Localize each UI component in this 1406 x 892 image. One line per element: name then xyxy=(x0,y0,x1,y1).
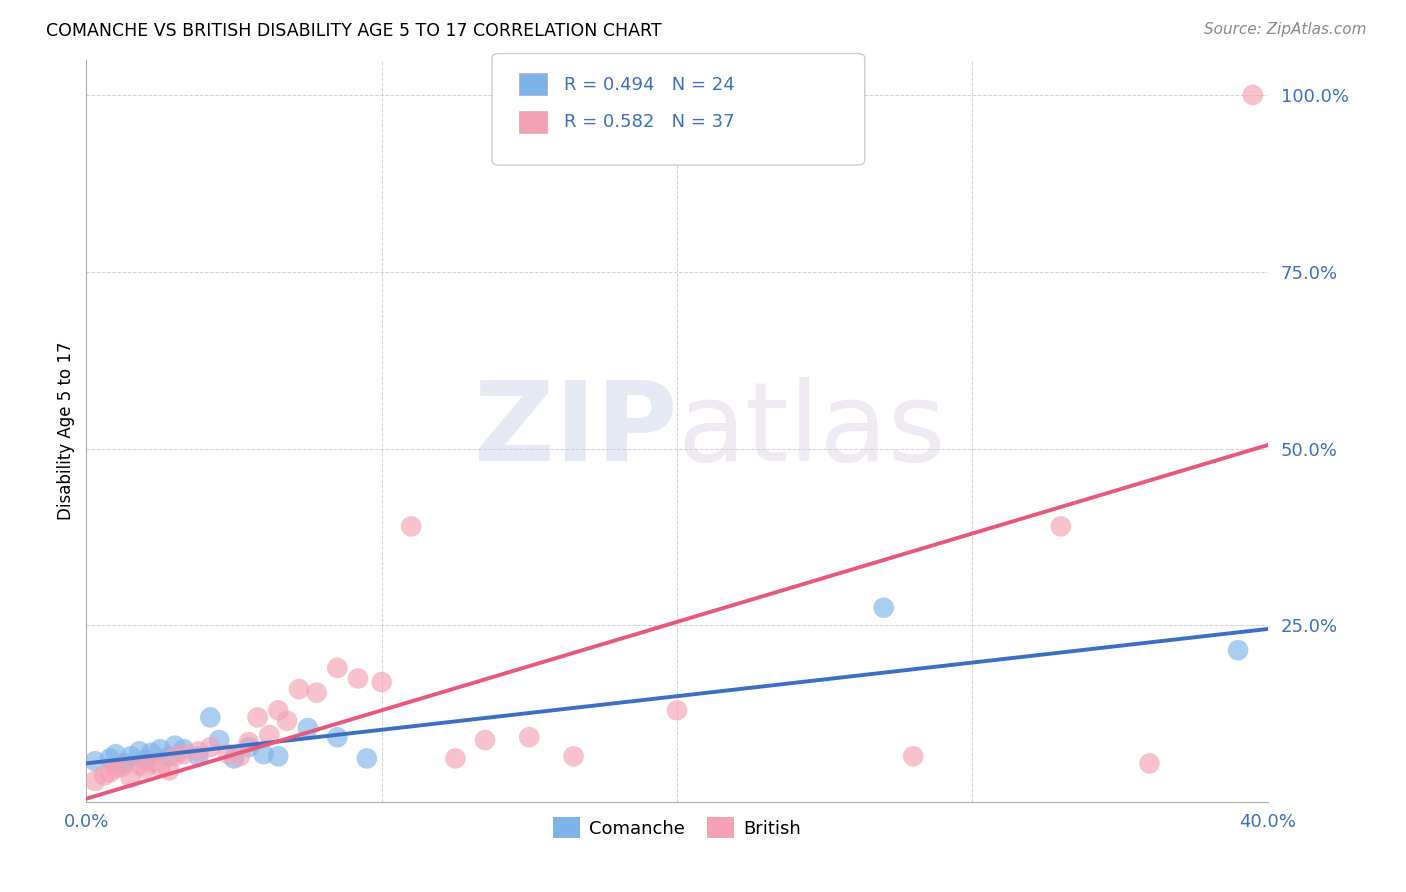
Point xyxy=(84,754,107,768)
Y-axis label: Disability Age 5 to 17: Disability Age 5 to 17 xyxy=(58,342,75,520)
Point xyxy=(1227,643,1250,657)
Point xyxy=(222,751,245,765)
Point xyxy=(98,765,121,780)
Point xyxy=(903,749,925,764)
Point xyxy=(444,751,467,765)
Point xyxy=(120,771,142,785)
Point xyxy=(288,682,311,697)
Point xyxy=(157,764,180,778)
Text: R = 0.494   N = 24: R = 0.494 N = 24 xyxy=(564,76,734,94)
Point xyxy=(141,756,163,771)
Point xyxy=(208,733,231,747)
Point xyxy=(356,751,378,765)
Point xyxy=(141,746,163,760)
Point xyxy=(157,749,180,764)
Point xyxy=(200,740,222,755)
Point xyxy=(238,740,260,755)
Point xyxy=(93,768,115,782)
Point xyxy=(873,600,896,615)
Point xyxy=(149,760,172,774)
Legend: Comanche, British: Comanche, British xyxy=(546,810,808,846)
Point xyxy=(134,753,156,767)
Point xyxy=(326,730,349,744)
Point xyxy=(187,749,209,764)
Point xyxy=(1241,87,1264,102)
Point xyxy=(134,761,156,775)
Point xyxy=(246,710,269,724)
Text: R = 0.582   N = 37: R = 0.582 N = 37 xyxy=(564,113,734,131)
Point xyxy=(238,735,260,749)
Point xyxy=(297,721,319,735)
Point xyxy=(128,758,150,772)
Point xyxy=(347,672,370,686)
Point xyxy=(173,742,195,756)
Point xyxy=(200,710,222,724)
Point xyxy=(517,730,540,744)
Point xyxy=(229,749,252,764)
Point xyxy=(1050,519,1073,533)
Text: atlas: atlas xyxy=(676,377,945,484)
Point xyxy=(128,744,150,758)
Point xyxy=(114,756,136,771)
Point xyxy=(98,751,121,765)
Point xyxy=(267,749,290,764)
Point xyxy=(173,747,195,761)
Point xyxy=(84,774,107,789)
Text: Source: ZipAtlas.com: Source: ZipAtlas.com xyxy=(1204,22,1367,37)
Point xyxy=(474,733,496,747)
Text: COMANCHE VS BRITISH DISABILITY AGE 5 TO 17 CORRELATION CHART: COMANCHE VS BRITISH DISABILITY AGE 5 TO … xyxy=(46,22,662,40)
Point xyxy=(104,761,127,775)
Text: ZIP: ZIP xyxy=(474,377,676,484)
Point xyxy=(104,747,127,761)
Point xyxy=(276,714,298,728)
Point xyxy=(665,703,688,717)
Point xyxy=(111,760,134,774)
Point xyxy=(267,703,290,717)
Point xyxy=(562,749,585,764)
Point xyxy=(370,675,392,690)
Point xyxy=(1139,756,1161,771)
Point xyxy=(149,742,172,756)
Point xyxy=(259,728,281,742)
Point xyxy=(252,747,274,761)
Point xyxy=(326,661,349,675)
Point xyxy=(305,685,328,699)
Point xyxy=(163,749,186,764)
Point xyxy=(120,749,142,764)
Point xyxy=(163,739,186,753)
Point xyxy=(399,519,422,533)
Point xyxy=(187,744,209,758)
Point xyxy=(217,747,239,761)
